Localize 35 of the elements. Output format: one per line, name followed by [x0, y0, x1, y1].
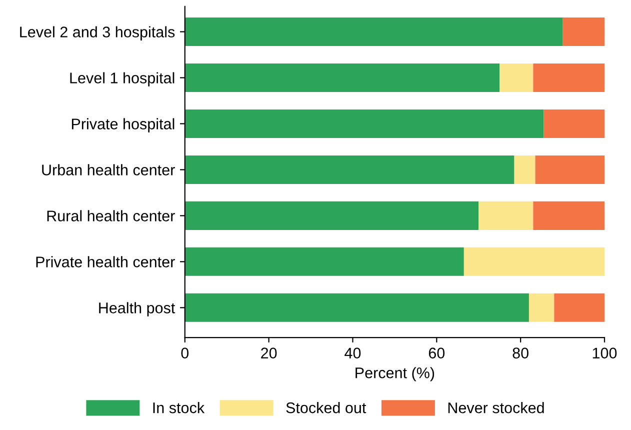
bar	[184, 109, 544, 138]
y-tick-label: Private health center	[36, 256, 175, 268]
bar	[184, 247, 464, 276]
bar	[554, 293, 604, 322]
bar	[464, 247, 604, 276]
x-tick-label: 20	[261, 348, 277, 358]
y-tick-label: Level 1 hospital	[70, 72, 174, 86]
y-tick-label: Health post	[99, 302, 176, 316]
bar	[544, 109, 604, 138]
x-tick-label: 100	[592, 348, 617, 358]
y-tick-label: Level 2 and 3 hospitals	[20, 26, 175, 40]
x-axis-title: Percent (%)	[356, 367, 434, 382]
legend-label: In stock	[153, 402, 205, 414]
bar	[562, 17, 604, 46]
bar	[478, 201, 534, 230]
x-tick-label: 60	[428, 348, 445, 358]
legend-label: Never stocked	[448, 402, 544, 414]
x-tick-label: 40	[344, 348, 361, 358]
x-tick-label: 80	[512, 348, 528, 358]
bar	[184, 17, 563, 46]
bar	[533, 63, 604, 92]
bar	[535, 155, 604, 184]
bar	[184, 63, 500, 92]
x-tick-label: 0	[181, 348, 189, 358]
y-tick-label: Private hospital	[72, 118, 174, 132]
legend-label: Stocked out	[286, 402, 366, 414]
y-tick-label: Urban health center	[42, 164, 175, 176]
bar	[184, 201, 479, 230]
bar	[184, 293, 529, 322]
bar	[533, 201, 604, 230]
bar	[500, 63, 534, 92]
bar	[514, 155, 536, 184]
bar	[528, 293, 554, 322]
y-tick-label: Rural health center	[47, 210, 175, 222]
bar	[184, 155, 514, 184]
